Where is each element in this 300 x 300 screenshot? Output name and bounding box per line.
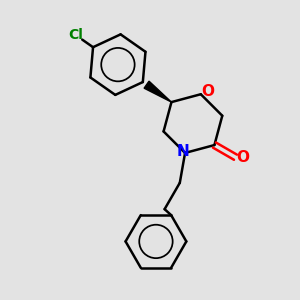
Text: O: O bbox=[236, 150, 249, 165]
Text: Cl: Cl bbox=[68, 28, 83, 42]
Text: N: N bbox=[177, 144, 190, 159]
Text: O: O bbox=[202, 84, 214, 99]
Polygon shape bbox=[144, 81, 171, 102]
